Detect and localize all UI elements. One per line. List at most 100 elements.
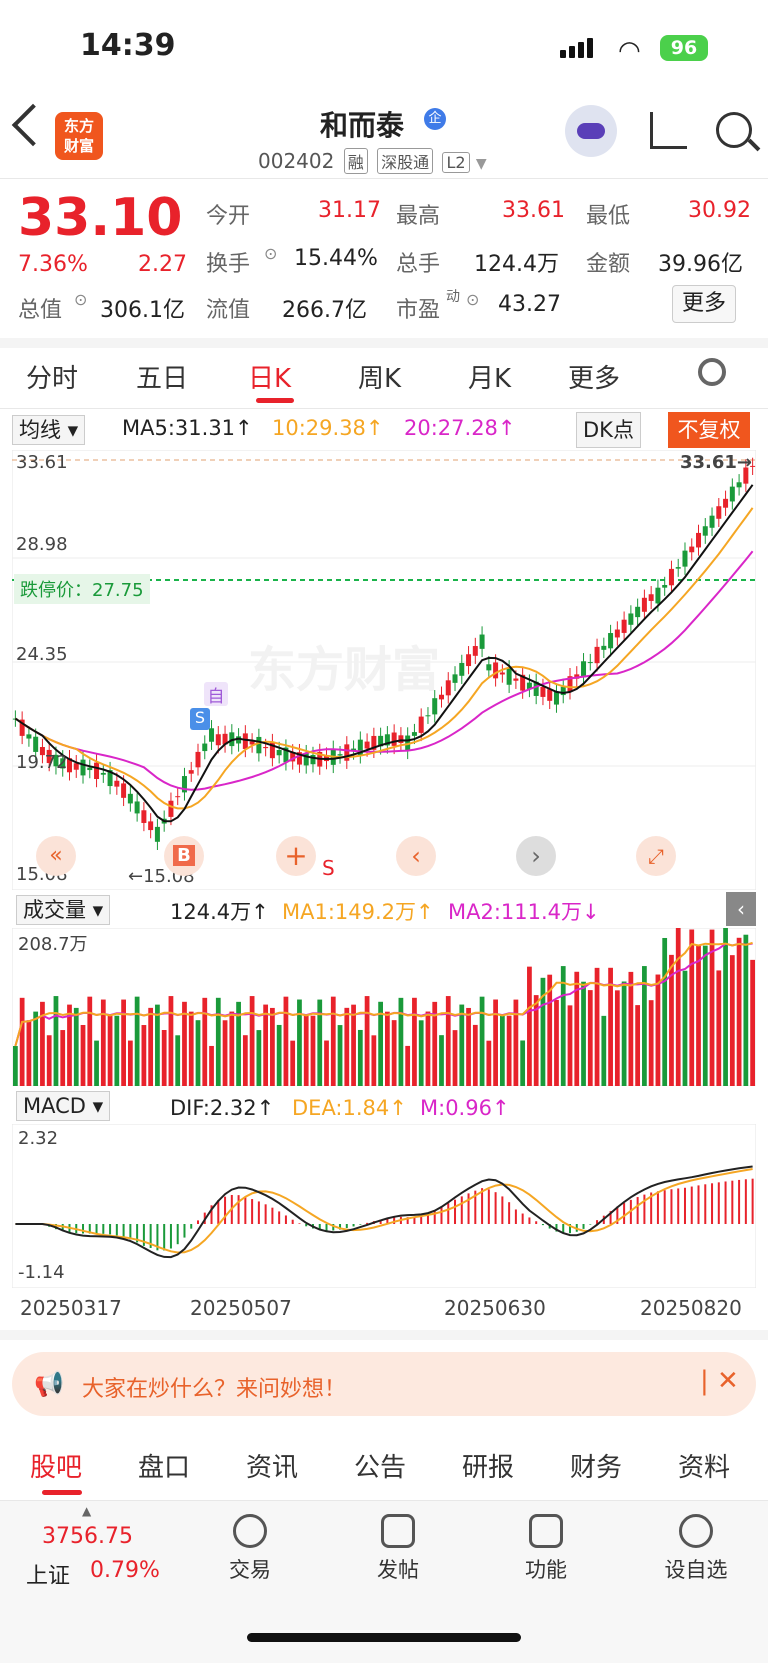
collapse-icon[interactable]: ‹	[726, 892, 756, 926]
volume-bar	[412, 997, 417, 1086]
macd-bar	[562, 1224, 565, 1234]
amount-label: 金额	[586, 252, 631, 277]
candle	[696, 532, 702, 548]
share-icon[interactable]	[650, 112, 687, 149]
date-label: 20250507	[190, 1296, 292, 1320]
volume-bar	[527, 966, 532, 1086]
volume-bar	[533, 995, 539, 1086]
tab-profile[interactable]: 资料	[678, 1453, 731, 1483]
volume-bar	[229, 1011, 235, 1086]
tab-research[interactable]: 研报	[462, 1453, 515, 1483]
nav-functions[interactable]: 功能	[510, 1514, 582, 1584]
search-icon[interactable]	[716, 112, 752, 148]
next-button[interactable]: ›	[516, 836, 556, 876]
macd-bar	[650, 1192, 653, 1224]
back-icon[interactable]	[11, 103, 55, 147]
section-divider	[0, 338, 768, 348]
tab-more[interactable]: 更多	[568, 364, 621, 394]
buy-signal[interactable]: B	[164, 836, 204, 876]
volume-bar	[175, 1035, 181, 1086]
fullscreen-icon[interactable]: ⤢	[636, 836, 676, 876]
macd-bar	[244, 1197, 247, 1224]
no-adjust-button[interactable]: 不复权	[668, 412, 750, 448]
candle	[283, 747, 289, 763]
candle	[452, 674, 458, 683]
candle	[520, 674, 526, 691]
candle	[73, 763, 79, 770]
candle	[411, 732, 417, 736]
custom-signal[interactable]: 自	[204, 682, 228, 707]
chevron-down-icon[interactable]: ▼	[475, 156, 487, 172]
banner-text[interactable]: 大家在炒什么？来问妙想！	[82, 1377, 347, 1402]
candle	[682, 550, 688, 567]
ma-dropdown[interactable]: 均线 ▾	[12, 415, 86, 445]
tab-orderbook[interactable]: 盘口	[138, 1453, 191, 1483]
macd-dropdown[interactable]: MACD ▾	[16, 1091, 111, 1121]
volume-chart[interactable]	[12, 928, 756, 1086]
macd-bar	[291, 1219, 294, 1224]
volume-bar	[723, 928, 728, 1086]
index-pct[interactable]: 0.79%	[90, 1558, 160, 1583]
high-label: 最高	[396, 204, 441, 229]
candle	[33, 736, 39, 752]
candle	[723, 498, 729, 508]
stock-name: 和而泰	[320, 109, 405, 142]
volume-bar	[601, 1015, 607, 1086]
tab-5day[interactable]: 五日	[136, 364, 189, 394]
candle	[94, 762, 100, 780]
volume-bar	[594, 967, 600, 1086]
gear-icon[interactable]	[698, 358, 726, 386]
volume-bar	[540, 977, 546, 1086]
close-icon[interactable]: | ✕	[700, 1366, 739, 1396]
volume-bar	[621, 981, 627, 1086]
info-icon[interactable]: ⊙	[466, 290, 480, 309]
dk-point-button[interactable]: DK点	[576, 412, 641, 448]
sell-signal[interactable]: S	[190, 708, 210, 730]
candle	[716, 506, 722, 519]
volume-bar	[73, 1007, 79, 1086]
volume-bar	[148, 1007, 154, 1086]
volume-bar	[13, 1046, 18, 1086]
scroll-left-fast-button[interactable]: «	[36, 836, 76, 876]
volume-bar	[80, 1024, 86, 1086]
prev-button[interactable]: ‹	[396, 836, 436, 876]
volume-bar	[669, 954, 674, 1086]
nav-post[interactable]: 发帖	[362, 1514, 434, 1584]
assistant-avatar-icon[interactable]	[565, 105, 617, 157]
macd-bar	[366, 1222, 369, 1224]
header-divider	[0, 178, 768, 179]
tab-announcements[interactable]: 公告	[354, 1453, 407, 1483]
tab-monthly-k[interactable]: 月K	[468, 364, 512, 394]
macd-bar	[508, 1202, 511, 1224]
index-name[interactable]: 上证	[26, 1564, 71, 1589]
chevron-up-icon[interactable]: ▲	[82, 1504, 92, 1518]
nav-trade[interactable]: 交易	[214, 1514, 286, 1584]
zoom-in-button[interactable]: +	[276, 836, 316, 876]
macd-bar	[440, 1207, 443, 1224]
volume-bar	[290, 1040, 296, 1086]
macd-bar	[616, 1206, 619, 1224]
macd-bar	[102, 1224, 105, 1234]
candle	[689, 546, 695, 553]
volume-bar	[459, 1004, 465, 1086]
macd-chart[interactable]	[12, 1124, 756, 1288]
kline-chart[interactable]	[12, 450, 756, 890]
tab-finance[interactable]: 财务	[570, 1453, 623, 1483]
info-icon[interactable]: ⊙	[74, 290, 88, 309]
candle	[506, 668, 512, 685]
candle	[121, 783, 127, 798]
volume-dropdown[interactable]: 成交量 ▾	[16, 895, 111, 925]
tab-news[interactable]: 资讯	[246, 1453, 299, 1483]
nav-add-watchlist[interactable]: 设自选	[648, 1514, 744, 1584]
candle	[215, 734, 221, 746]
candle	[256, 736, 262, 754]
info-icon[interactable]: ⊙	[264, 244, 278, 263]
ask-banner[interactable]	[12, 1352, 756, 1416]
tab-forum[interactable]: 股吧	[30, 1453, 83, 1483]
more-button[interactable]: 更多	[672, 285, 736, 323]
tab-intraday[interactable]: 分时	[26, 364, 79, 394]
tab-weekly-k[interactable]: 周K	[358, 364, 402, 394]
macd-bar	[677, 1188, 680, 1224]
index-value[interactable]: 3756.75	[42, 1524, 133, 1549]
tab-daily-k[interactable]: 日K	[248, 364, 292, 394]
